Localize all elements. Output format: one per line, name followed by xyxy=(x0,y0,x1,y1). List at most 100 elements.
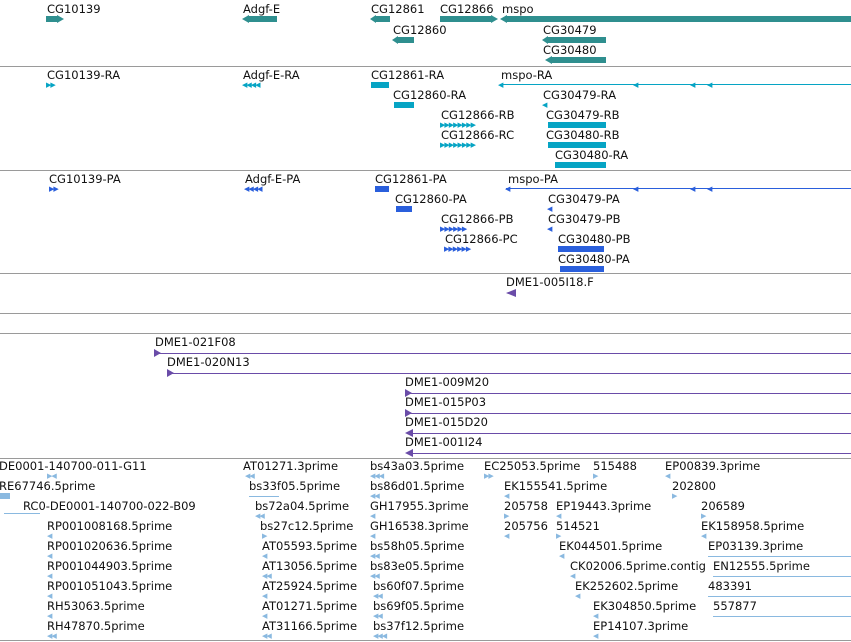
est-feature[interactable]: ◀ xyxy=(556,512,561,520)
est-label[interactable]: 557877 xyxy=(713,599,757,613)
est-label[interactable]: RH53063.5prime xyxy=(47,599,145,613)
transcript-label[interactable]: CG30480-RB xyxy=(546,128,620,142)
est-feature[interactable]: ▶ xyxy=(593,472,598,480)
est-label[interactable]: EN12555.5prime xyxy=(713,559,810,573)
est-label[interactable]: RP001008168.5prime xyxy=(47,519,173,533)
transcript-label[interactable]: CG10139-RA xyxy=(47,68,121,82)
est-label[interactable]: 205758 xyxy=(504,499,548,513)
protein-label[interactable]: CG10139-PA xyxy=(49,172,121,186)
est-feature[interactable]: ◀ xyxy=(593,612,598,620)
est-feature[interactable]: ◀ xyxy=(504,492,509,500)
est-feature[interactable]: ◀ xyxy=(47,552,52,560)
est-label[interactable]: bs27c12.5prime xyxy=(260,519,354,533)
transcript-feature[interactable] xyxy=(548,142,606,148)
est-feature[interactable]: ◀ xyxy=(570,572,575,580)
protein-feature[interactable] xyxy=(558,246,604,252)
est-label[interactable]: EK044501.5prime xyxy=(559,539,663,553)
clone-feature[interactable] xyxy=(158,353,851,354)
gene-feature[interactable] xyxy=(376,16,390,22)
transcript-label[interactable]: CG30480-RA xyxy=(555,148,629,162)
transcript-label[interactable]: CG12866-RB xyxy=(441,108,515,122)
protein-feature[interactable]: ◀ xyxy=(547,225,552,233)
transcript-label[interactable]: CG12860-RA xyxy=(393,88,467,102)
protein-feature[interactable]: ◀ xyxy=(547,205,552,213)
transcript-feature[interactable] xyxy=(371,82,389,88)
gene-label[interactable]: CG12866 xyxy=(440,2,494,16)
est-label[interactable]: EK252602.5prime xyxy=(575,579,679,593)
est-label[interactable]: EP00839.3prime xyxy=(665,459,761,473)
clone-feature[interactable] xyxy=(410,433,851,434)
est-feature[interactable]: ◀ xyxy=(47,532,52,540)
est-feature[interactable] xyxy=(708,556,851,557)
est-feature[interactable]: ◀◀ xyxy=(370,492,380,500)
est-label[interactable]: AT31166.5prime xyxy=(262,619,358,633)
protein-label[interactable]: CG30479-PB xyxy=(548,212,621,226)
clone-feature[interactable] xyxy=(506,289,516,297)
gene-label[interactable]: Adgf-E xyxy=(243,2,281,16)
est-feature[interactable]: ◀ xyxy=(47,612,52,620)
est-feature[interactable]: ◀◀ xyxy=(47,632,57,640)
gene-feature[interactable] xyxy=(249,16,277,22)
clone-feature[interactable] xyxy=(408,393,851,394)
est-label[interactable]: DE0001-140700-011-G11 xyxy=(0,459,147,473)
protein-label[interactable]: CG30480-PA xyxy=(558,252,630,266)
gene-label[interactable]: CG30479 xyxy=(543,23,597,37)
protein-label[interactable]: CG30479-PA xyxy=(548,192,620,206)
protein-label[interactable]: CG12866-PB xyxy=(441,212,514,226)
protein-feature[interactable]: ◀◀◀◀ xyxy=(244,185,263,193)
est-feature[interactable]: ▶ xyxy=(701,512,706,520)
protein-label[interactable]: CG12860-PA xyxy=(395,192,467,206)
est-label[interactable]: 483391 xyxy=(708,579,752,593)
est-feature[interactable]: ▶◀ xyxy=(47,472,57,480)
est-feature[interactable]: ◀ xyxy=(575,592,580,600)
est-feature[interactable]: ▶ xyxy=(262,532,267,540)
gene-label[interactable]: CG30480 xyxy=(543,43,597,57)
gene-label[interactable]: CG10139 xyxy=(47,2,101,16)
transcript-label[interactable]: mspo-RA xyxy=(501,68,553,82)
est-feature[interactable]: ◀ xyxy=(262,552,267,560)
est-feature[interactable]: ▶ xyxy=(504,512,509,520)
est-label[interactable]: EP14107.3prime xyxy=(593,619,689,633)
est-label[interactable]: EC25053.5prime xyxy=(484,459,581,473)
est-feature[interactable]: ◀ xyxy=(262,612,267,620)
gene-feature[interactable] xyxy=(46,16,58,22)
est-label[interactable]: AT25924.5prime xyxy=(262,579,358,593)
transcript-feature[interactable] xyxy=(394,102,414,108)
est-feature[interactable]: ◀ xyxy=(370,532,375,540)
est-feature[interactable]: ◀◀ xyxy=(373,592,383,600)
est-feature[interactable] xyxy=(249,496,279,497)
est-label[interactable]: EK158958.5prime xyxy=(701,519,805,533)
protein-intron-line[interactable] xyxy=(506,188,851,189)
est-feature[interactable]: ◀ xyxy=(370,512,375,520)
est-label[interactable]: EP03139.3prime xyxy=(708,539,804,553)
est-label[interactable]: 202800 xyxy=(672,479,716,493)
transcript-feature[interactable]: ◀◀◀◀ xyxy=(242,81,261,89)
est-feature[interactable]: ▶ xyxy=(556,532,561,540)
gene-feature[interactable] xyxy=(548,37,606,43)
est-feature[interactable]: ◀ xyxy=(665,472,670,480)
transcript-feature[interactable]: ▶▶▶▶▶▶▶▶ xyxy=(440,121,476,129)
protein-label[interactable]: CG12861-PA xyxy=(375,172,447,186)
est-feature[interactable]: ◀ xyxy=(262,592,267,600)
est-feature[interactable]: ◀◀◀ xyxy=(370,472,384,480)
transcript-label[interactable]: CG30479-RB xyxy=(546,108,620,122)
est-label[interactable]: bs60f07.5prime xyxy=(373,579,465,593)
est-label[interactable]: 514521 xyxy=(556,519,600,533)
est-feature[interactable]: ◀◀ xyxy=(370,572,380,580)
protein-feature[interactable] xyxy=(396,206,412,212)
est-label[interactable]: RP001044903.5prime xyxy=(47,559,173,573)
est-label[interactable]: AT01271.3prime xyxy=(243,459,339,473)
gene-label[interactable]: mspo xyxy=(502,2,534,16)
est-label[interactable]: EP19443.3prime xyxy=(556,499,652,513)
est-label[interactable]: RC0-DE0001-140700-022-B09 xyxy=(23,499,196,513)
protein-label[interactable]: Adgf-E-PA xyxy=(245,172,301,186)
est-feature[interactable]: ◀◀ xyxy=(255,512,265,520)
transcript-label[interactable]: Adgf-E-RA xyxy=(243,68,300,82)
est-feature[interactable]: ▶ xyxy=(672,492,677,500)
protein-feature[interactable]: ▶▶▶▶▶▶ xyxy=(444,245,471,253)
clone-feature[interactable] xyxy=(408,413,851,414)
est-label[interactable]: bs58h05.5prime xyxy=(370,539,465,553)
est-label[interactable]: AT13056.5prime xyxy=(262,559,358,573)
gene-feature[interactable] xyxy=(398,37,414,43)
transcript-feature[interactable]: ▶▶ xyxy=(46,81,56,89)
